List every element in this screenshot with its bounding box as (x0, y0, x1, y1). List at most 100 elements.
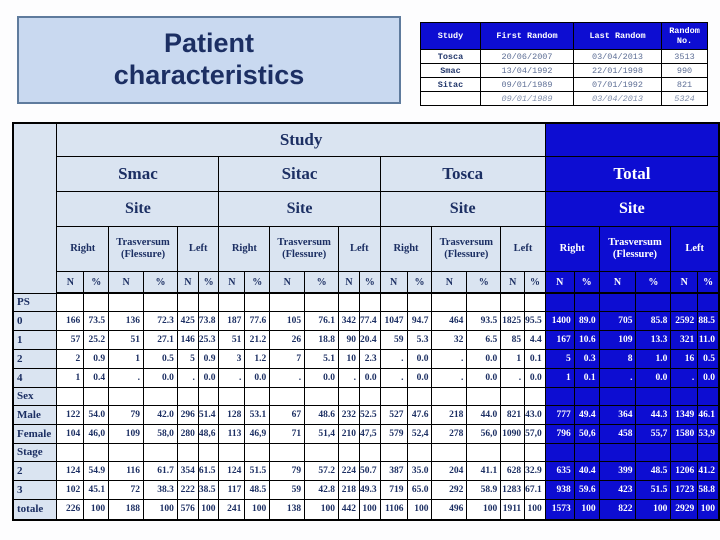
data-cell (108, 386, 145, 406)
data-cell: 2929 (670, 498, 699, 521)
n-column-header: N (176, 271, 199, 294)
data-cell (83, 292, 110, 312)
rand-col-random-no: Random No. (661, 22, 708, 50)
table-row-male: Male 122 54.0 79 42.0 296 51.4 128 53.1 67 48.6 232… (12, 404, 720, 425)
data-cell: 47.6 (406, 404, 433, 425)
pct-column-header: % (573, 271, 600, 294)
data-cell: 10.6 (573, 329, 600, 350)
row-label: 1 (12, 329, 58, 350)
data-cell: 51,4 (304, 423, 340, 444)
data-cell: 54.0 (83, 404, 110, 425)
data-cell: 51.4 (197, 404, 220, 425)
data-cell: . (269, 367, 306, 388)
rand-col-study: Study (420, 22, 481, 50)
data-cell: 821 (500, 404, 526, 425)
data-cell: 44.0 (466, 404, 502, 425)
data-cell: 58.9 (466, 479, 502, 500)
data-cell: 136 (108, 310, 145, 331)
data-cell: 1 (544, 367, 575, 388)
data-cell: 354 (176, 460, 199, 481)
data-cell: 47,5 (358, 423, 381, 444)
data-cell (176, 386, 199, 406)
site-header-total: Site (544, 191, 720, 227)
header-row-study: Study (12, 122, 720, 294)
data-cell: 109 (108, 423, 145, 444)
rand-data-cell: 3513 (661, 49, 708, 64)
data-cell: 210 (338, 423, 360, 444)
table-row-ps: PS (12, 292, 720, 312)
data-cell (218, 292, 246, 312)
subheader-sitac-right: Right (218, 226, 271, 272)
data-cell: 1047 (379, 310, 408, 331)
data-cell: 57 (56, 329, 85, 350)
data-cell: 1206 (670, 460, 699, 481)
randomization-table-header-row: Study First Random Last Random Random No… (420, 22, 708, 50)
data-cell: 0.0 (524, 367, 546, 388)
data-cell: 166 (56, 310, 85, 331)
data-cell (338, 292, 360, 312)
data-cell: 705 (598, 310, 637, 331)
row-label: Female (12, 423, 58, 444)
table-row-0: 0 166 73.5 136 72.3 425 73.8 187 77.6 105 76.1 342 7… (12, 310, 720, 331)
data-cell: 100 (197, 498, 220, 521)
data-cell: 54.9 (83, 460, 110, 481)
data-cell (269, 442, 306, 462)
data-cell: 61.5 (197, 460, 220, 481)
data-cell (524, 386, 546, 406)
data-cell: 117 (218, 479, 246, 500)
data-cell (56, 386, 85, 406)
data-cell: . (431, 367, 468, 388)
data-cell: 100 (697, 498, 720, 521)
data-cell: 57.2 (304, 460, 340, 481)
randomization-total-row: 09/01/1989 03/04/2013 5324 (420, 91, 708, 106)
rand-data-cell: 09/01/1989 (480, 91, 574, 106)
data-cell (406, 442, 433, 462)
data-cell: 187 (218, 310, 246, 331)
data-cell: 65.0 (406, 479, 433, 500)
data-cell: 124 (56, 460, 85, 481)
data-cell (431, 442, 468, 462)
data-cell: 113 (218, 423, 246, 444)
data-cell: 79 (269, 460, 306, 481)
data-cell: 51 (218, 329, 246, 350)
table-row-4: 4 1 0.4. 0.0. 0.0. 0.0. 0.0. 0.0. 0.0. 0.0. 0.0 1 0.… (12, 367, 720, 388)
data-cell: 57,0 (524, 423, 546, 444)
data-cell: 38.5 (197, 479, 220, 500)
data-cell: 105 (269, 310, 306, 331)
row-label: Sex (12, 386, 58, 406)
data-cell (269, 292, 306, 312)
data-cell (379, 442, 408, 462)
total-block-top-cell (544, 122, 720, 157)
data-cell: 296 (176, 404, 199, 425)
data-cell: 7 (269, 348, 306, 369)
data-cell (358, 292, 381, 312)
data-cell: 53.1 (244, 404, 271, 425)
data-cell (598, 292, 637, 312)
data-cell: 4.4 (524, 329, 546, 350)
subheader-total-trasversum: Trasversum (Flessure) (598, 226, 672, 272)
data-cell: 1283 (500, 479, 526, 500)
data-cell (143, 386, 178, 406)
data-cell (338, 386, 360, 406)
data-cell: 72.3 (143, 310, 178, 331)
data-cell: 146 (176, 329, 199, 350)
data-cell: 1911 (500, 498, 526, 521)
data-cell: 73.5 (83, 310, 110, 331)
subheader-sitac-trasversum: Trasversum (Flessure) (269, 226, 340, 272)
data-cell: 1825 (500, 310, 526, 331)
data-cell: 0.0 (358, 367, 381, 388)
data-cell: 1573 (544, 498, 575, 521)
pct-column-header: % (524, 271, 546, 294)
data-cell: 124 (218, 460, 246, 481)
rand-col-first-random: First Random (480, 22, 574, 50)
data-cell: 100 (143, 498, 178, 521)
data-cell (544, 442, 575, 462)
rand-data-cell: 821 (661, 77, 708, 92)
data-cell: 50,6 (573, 423, 600, 444)
subheader-total-right: Right (544, 226, 600, 272)
data-cell: 56,0 (466, 423, 502, 444)
header-row-n-pct: N% N% N% N% N% N% N% N% N% N% N% N% (13, 271, 720, 294)
data-cell: 100 (635, 498, 672, 521)
data-cell: 1349 (670, 404, 699, 425)
data-cell: 51.5 (635, 479, 672, 500)
